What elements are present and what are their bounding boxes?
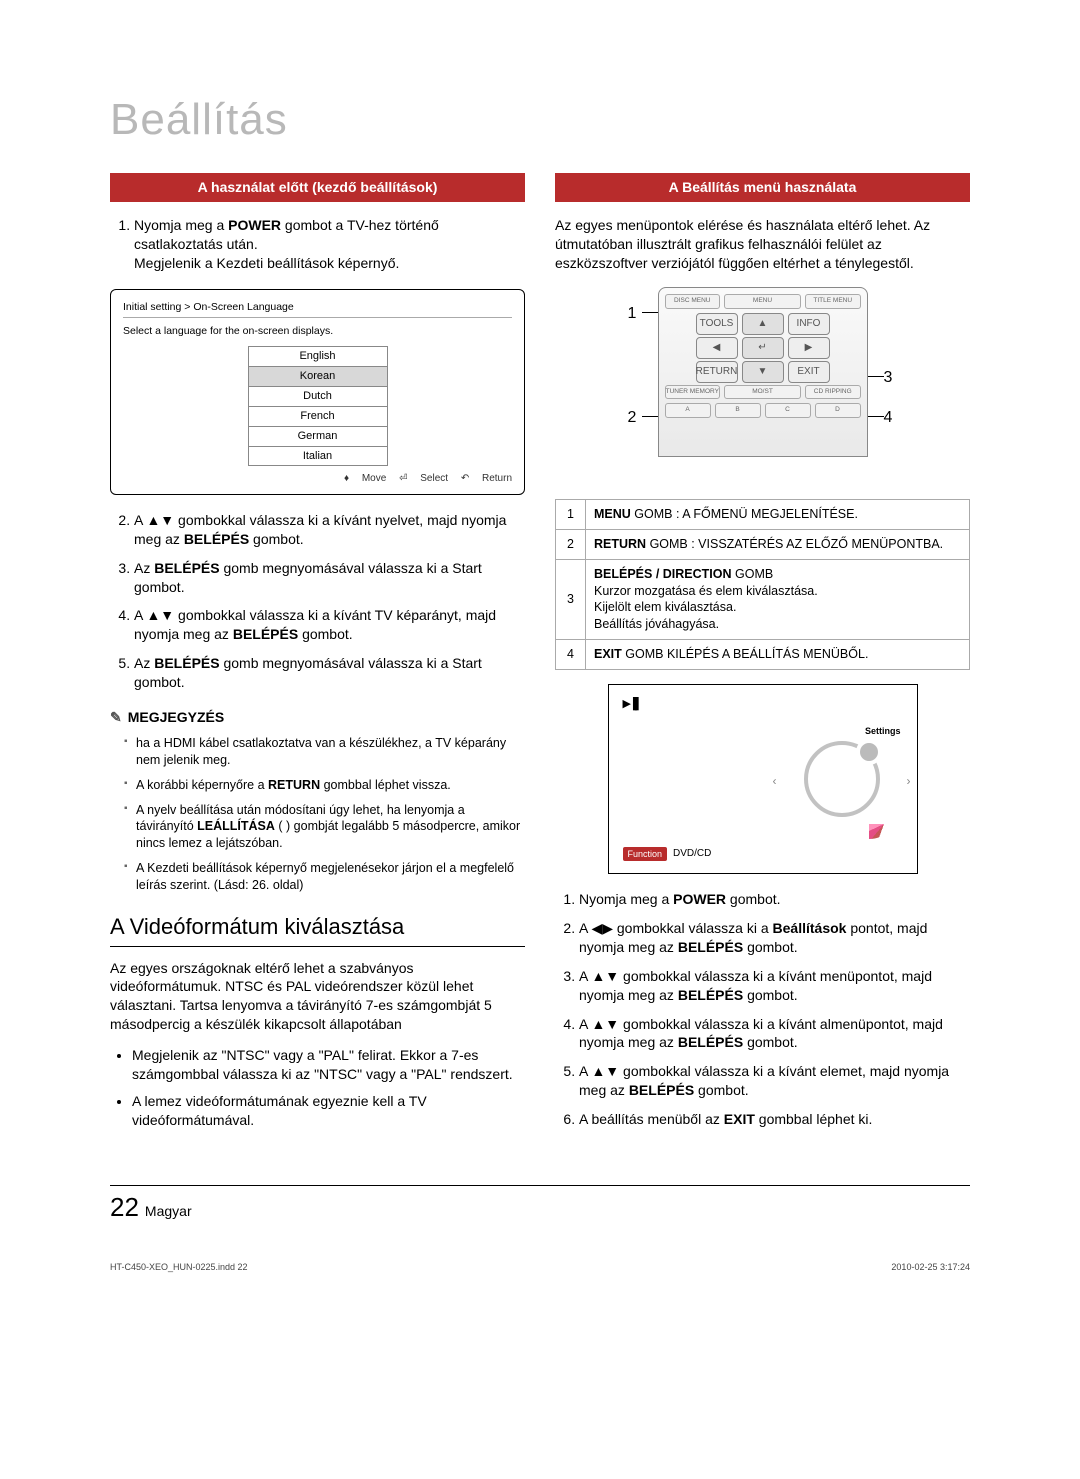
dpad-button: ▲	[742, 313, 784, 335]
settings-screen: ▶▐▌ Settings ‹ › Function DVD/CD	[608, 684, 918, 874]
usage-step: A beállítás menüből az EXIT gombbal léph…	[579, 1110, 970, 1129]
callout-2: 2	[628, 407, 637, 429]
dpad-button: TOOLS	[696, 313, 738, 335]
video-format-bullets: Megjelenik az "NTSC" vagy a "PAL" felira…	[110, 1046, 525, 1130]
desc-text: RETURN GOMB : VISSZATÉRÉS AZ ELŐZŐ MENÜP…	[586, 529, 970, 559]
language-list: EnglishKoreanDutchFrenchGermanItalian	[248, 346, 388, 466]
desc-num: 1	[556, 499, 586, 529]
left-column: A használat előtt (kezdő beállítások) Ny…	[110, 173, 525, 1145]
language-option: German	[248, 426, 387, 446]
remote-button: A	[665, 403, 711, 418]
step-5: Az BELÉPÉS gomb megnyomásával válassza k…	[134, 654, 525, 692]
desc-num: 3	[556, 559, 586, 640]
step-2: A ▲▼ gombokkal válassza ki a kívánt nyel…	[134, 511, 525, 549]
desc-num: 4	[556, 640, 586, 670]
desc-text: EXIT GOMB KILÉPÉS A BEÁLLÍTÁS MENÜBŐL.	[586, 640, 970, 670]
button-description-table: 1MENU GOMB : A FŐMENÜ MEGJELENÍTÉSE.2RET…	[555, 499, 970, 670]
remote-button: CD RIPPING	[805, 385, 861, 400]
settings-label: Settings	[865, 725, 901, 737]
left-section-header: A használat előtt (kezdő beállítások)	[110, 173, 525, 202]
remote-illustration: 1 2 3 4 DISC MENUMENU TITLE MENU TOOLS▲INF…	[555, 287, 970, 487]
footer-right: 2010-02-25 3:17:24	[891, 1261, 970, 1273]
callout-3: 3	[884, 367, 893, 389]
note-title: MEGJEGYZÉS	[110, 708, 525, 727]
dialog-footer: ♦ Move ⏎ Select ↶ Return	[123, 472, 512, 486]
function-badge: Function	[623, 847, 668, 861]
remote-button: MO/ST	[724, 385, 801, 400]
desc-text: MENU GOMB : A FŐMENÜ MEGJELENÍTÉSE.	[586, 499, 970, 529]
usage-step: Nyomja meg a POWER gombot.	[579, 890, 970, 909]
dpad-button: RETURN	[696, 361, 738, 383]
play-pause-icon: ▶▐▌	[623, 697, 641, 712]
remote-button: MENU	[724, 294, 801, 309]
usage-step: A ◀▶ gombokkal válassza ki a Beállítások…	[579, 919, 970, 957]
callout-1: 1	[628, 303, 637, 325]
page-title: Beállítás	[110, 90, 970, 149]
usage-steps: Nyomja meg a POWER gombot. A ◀▶ gombokkal…	[555, 890, 970, 1129]
page-number: 22	[110, 1190, 139, 1225]
settings-dial	[787, 737, 897, 837]
usage-step: A ▲▼ gombokkal válassza ki a kívánt elem…	[579, 1062, 970, 1100]
note-item: A nyelv beállítása után módosítani úgy l…	[124, 802, 525, 853]
dpad-button: ◀	[696, 337, 738, 359]
footer-left: HT-C450-XEO_HUN-0225.indd 22	[110, 1261, 248, 1273]
video-bullet: Megjelenik az "NTSC" vagy a "PAL" felira…	[132, 1046, 525, 1084]
video-format-para: Az egyes országoknak eltérő lehet a szab…	[110, 959, 525, 1035]
chevron-right-icon: ›	[907, 773, 911, 789]
language-option: Dutch	[248, 386, 387, 406]
note-item: A korábbi képernyőre a RETURN gombbal lé…	[124, 777, 525, 794]
dpad-button: EXIT	[788, 361, 830, 383]
right-section-header: A Beállítás menü használata	[555, 173, 970, 202]
language-dialog: Initial setting > On-Screen Language Sel…	[110, 289, 525, 495]
page-footer: 22 Magyar	[110, 1185, 970, 1225]
note-item: ha a HDMI kábel csatlakoztatva van a kés…	[124, 735, 525, 769]
language-option: Korean	[248, 367, 387, 387]
remote-button: C	[765, 403, 811, 418]
remote-button: TUNER MEMORY	[665, 385, 721, 400]
desc-text: BELÉPÉS / DIRECTION GOMBKurzor mozgatása…	[586, 559, 970, 640]
dpad-button: INFO	[788, 313, 830, 335]
desc-num: 2	[556, 529, 586, 559]
remote-button: B	[715, 403, 761, 418]
right-column: A Beállítás menü használata Az egyes men…	[555, 173, 970, 1145]
language-option: French	[248, 406, 387, 426]
initial-steps-2: A ▲▼ gombokkal válassza ki a kívánt nyel…	[110, 511, 525, 692]
language-option: Italian	[248, 446, 387, 466]
video-format-heading: A Videóformátum kiválasztása	[110, 912, 525, 947]
usage-step: A ▲▼ gombokkal válassza ki a kívánt menü…	[579, 967, 970, 1005]
callout-4: 4	[884, 407, 893, 429]
remote-button: DISC MENU	[665, 294, 721, 309]
dpad-button: ▶	[788, 337, 830, 359]
dialog-breadcrumb: Initial setting > On-Screen Language	[123, 300, 512, 314]
initial-steps-1: Nyomja meg a POWER gombot a TV-hez törté…	[110, 216, 525, 273]
page-language: Magyar	[145, 1202, 192, 1221]
video-bullet: A lemez videóformátumának egyeznie kell …	[132, 1092, 525, 1130]
function-value: DVD/CD	[673, 847, 711, 861]
document-footer: HT-C450-XEO_HUN-0225.indd 22 2010-02-25 …	[110, 1255, 970, 1273]
language-option: English	[248, 347, 387, 367]
usage-step: A ▲▼ gombokkal válassza ki a kívánt alme…	[579, 1015, 970, 1053]
remote-button: TITLE MENU	[805, 294, 861, 309]
dpad-button: ▼	[742, 361, 784, 383]
chevron-left-icon: ‹	[773, 773, 777, 789]
step-3: Az BELÉPÉS gomb megnyomásával válassza k…	[134, 559, 525, 597]
dpad-button: ↵	[742, 337, 784, 359]
right-intro: Az egyes menüpontok elérése és használat…	[555, 216, 970, 273]
step-1: Nyomja meg a POWER gombot a TV-hez törté…	[134, 216, 525, 273]
step-4: A ▲▼ gombokkal válassza ki a kívánt TV k…	[134, 606, 525, 644]
note-item: A Kezdeti beállítások képernyő megjelené…	[124, 860, 525, 894]
remote-button: D	[815, 403, 861, 418]
notes-list: ha a HDMI kábel csatlakoztatva van a kés…	[110, 735, 525, 894]
dialog-subtitle: Select a language for the on-screen disp…	[123, 324, 512, 338]
